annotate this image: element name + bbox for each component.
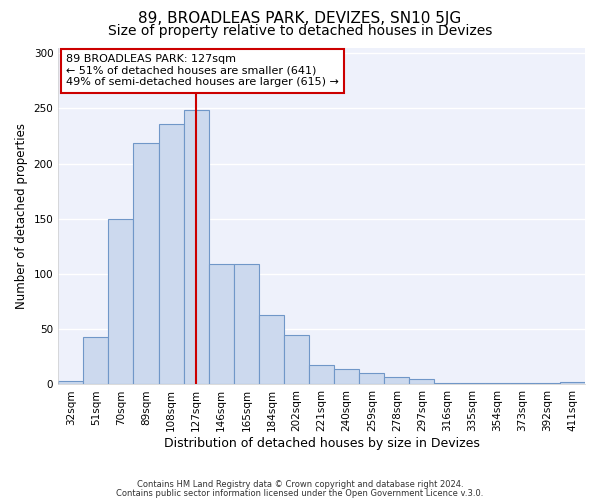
Bar: [83, 337, 109, 384]
Text: Contains public sector information licensed under the Open Government Licence v.: Contains public sector information licen…: [116, 488, 484, 498]
Bar: [209, 264, 234, 384]
Bar: [560, 382, 585, 384]
Text: 89, BROADLEAS PARK, DEVIZES, SN10 5JG: 89, BROADLEAS PARK, DEVIZES, SN10 5JG: [139, 11, 461, 26]
Bar: [109, 218, 133, 384]
Bar: [259, 315, 284, 384]
Bar: [158, 124, 184, 384]
X-axis label: Distribution of detached houses by size in Devizes: Distribution of detached houses by size …: [164, 437, 479, 450]
Bar: [334, 369, 359, 384]
Bar: [184, 110, 209, 384]
Bar: [409, 379, 434, 384]
Bar: [359, 374, 385, 384]
Text: 89 BROADLEAS PARK: 127sqm
← 51% of detached houses are smaller (641)
49% of semi: 89 BROADLEAS PARK: 127sqm ← 51% of detac…: [66, 54, 339, 88]
Bar: [234, 264, 259, 384]
Bar: [58, 381, 83, 384]
Text: Size of property relative to detached houses in Devizes: Size of property relative to detached ho…: [108, 24, 492, 38]
Bar: [284, 334, 309, 384]
Y-axis label: Number of detached properties: Number of detached properties: [15, 123, 28, 309]
Bar: [385, 376, 409, 384]
Bar: [309, 364, 334, 384]
Text: Contains HM Land Registry data © Crown copyright and database right 2024.: Contains HM Land Registry data © Crown c…: [137, 480, 463, 489]
Bar: [133, 142, 158, 384]
